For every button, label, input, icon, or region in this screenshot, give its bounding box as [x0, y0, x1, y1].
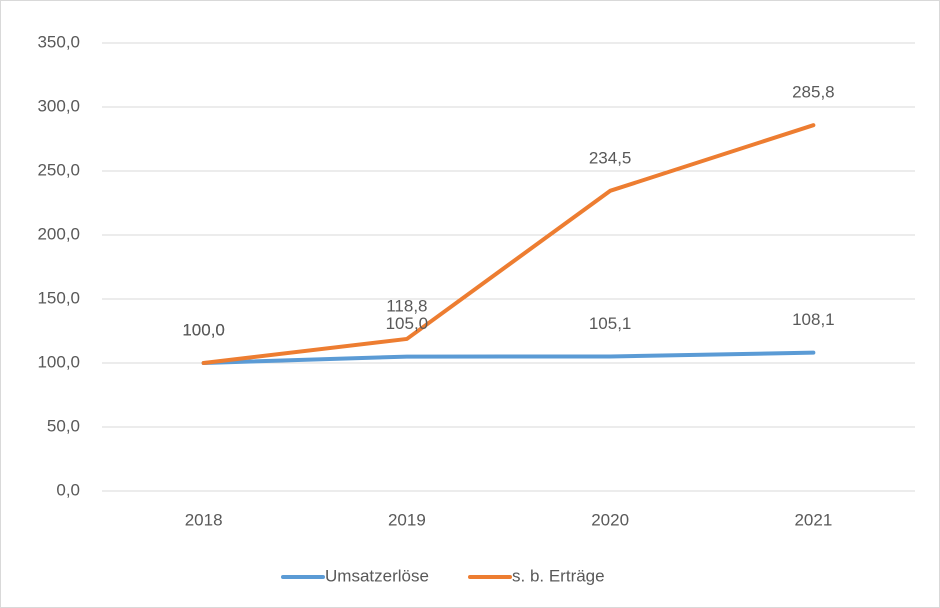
data-label: 105,0 — [386, 314, 429, 333]
series-line — [201, 123, 816, 365]
legend-label: Umsatzerlöse — [325, 566, 429, 585]
data-label: 285,8 — [792, 83, 835, 102]
x-tick-label: 2020 — [591, 510, 629, 529]
legend-label: s. b. Erträge — [512, 566, 605, 585]
data-label: 118,8 — [386, 296, 427, 315]
y-tick-label: 100,0 — [37, 352, 80, 371]
y-tick-label: 250,0 — [37, 160, 80, 179]
y-tick-label: 200,0 — [37, 224, 80, 243]
data-label: 105,1 — [589, 314, 632, 333]
y-tick-label: 350,0 — [37, 32, 80, 51]
data-label: 100,0 — [182, 320, 225, 339]
data-label: 108,1 — [792, 310, 835, 329]
data-label: 100,0 — [182, 320, 225, 339]
y-tick-label: 50,0 — [47, 416, 80, 435]
y-tick-label: 150,0 — [37, 288, 80, 307]
x-tick-label: 2019 — [388, 510, 426, 529]
x-tick-label: 2018 — [185, 510, 223, 529]
series-line — [201, 350, 816, 365]
data-label: 234,5 — [589, 148, 632, 167]
y-tick-label: 0,0 — [56, 480, 80, 499]
x-tick-label: 2021 — [794, 510, 832, 529]
y-tick-label: 300,0 — [37, 96, 80, 115]
